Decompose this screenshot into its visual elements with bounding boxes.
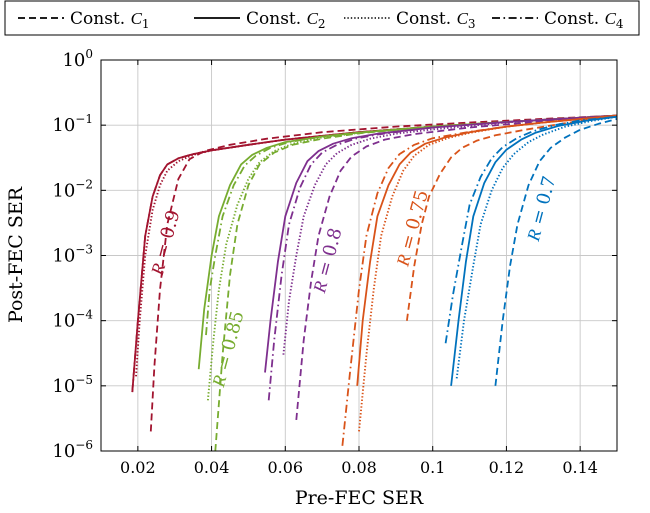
rate-group-0.8	[264, 114, 618, 420]
series-line-R0.7-C2	[450, 115, 618, 386]
curves	[131, 114, 618, 452]
y-tick-label: 10−4	[52, 308, 93, 332]
legend-label: Const. C1	[70, 9, 150, 31]
legend-entry-C4: Const. C4	[492, 9, 624, 31]
rate-group-0.85	[197, 114, 618, 452]
legend-box	[4, 0, 640, 36]
x-tick-label: 0.08	[341, 458, 377, 477]
legend-label: Const. C3	[396, 9, 476, 31]
legend-label: Const. C4	[544, 9, 624, 31]
y-axis-label: Post-FEC SER	[5, 186, 27, 323]
series-line-R0.7-C3	[455, 115, 618, 379]
legend-entry-C2: Const. C2	[194, 9, 326, 31]
rate-group-0.7	[444, 115, 618, 386]
x-tick-label: 0.1	[420, 458, 445, 477]
y-tick-label: 10−5	[52, 373, 93, 397]
ticks: 0.02 0.04 0.06 0.08 0.1 0.12 0.14 100 10−1 10−2 10…	[52, 47, 617, 477]
x-tick-label: 0.12	[489, 458, 525, 477]
rate-group-0.75	[341, 114, 618, 446]
series-line-R0.75-C1	[406, 114, 618, 321]
x-tick-label: 0.14	[562, 458, 598, 477]
legend-entry-C1: Const. C1	[18, 9, 150, 31]
series-line-R0.85-C2	[197, 114, 618, 370]
series-line-R0.85-C3	[206, 114, 618, 401]
x-tick-label: 0.04	[194, 458, 230, 477]
y-tick-label: 10−2	[52, 177, 93, 201]
y-tick-label: 10−6	[52, 438, 93, 462]
x-tick-label: 0.02	[120, 458, 156, 477]
x-tick-label: 0.06	[267, 458, 303, 477]
series-line-R0.85-C1	[214, 114, 618, 452]
series-line-R0.75-C4	[341, 114, 618, 446]
series-line-R0.7-C1	[494, 118, 618, 386]
x-axis-label: Pre-FEC SER	[295, 487, 424, 509]
y-tick-label: 100	[62, 47, 93, 71]
series-line-R0.85-C4	[205, 114, 618, 336]
y-tick-label: 10−1	[52, 112, 93, 136]
series-line-R0.8-C4	[267, 114, 618, 401]
legend-entry-C3: Const. C3	[344, 9, 476, 31]
y-tick-label: 10−3	[52, 243, 93, 267]
legend: Const. C1 Const. C2 Const. C3 Const. C4	[4, 0, 640, 36]
legend-label: Const. C2	[246, 9, 326, 31]
series-line-R0.75-C2	[356, 114, 618, 386]
plot-area: R = 0.9R = 0.85R = 0.8 R = 0.75 R = 0.7 0.…	[52, 47, 618, 477]
series-line-R0.7-C4	[444, 115, 618, 344]
